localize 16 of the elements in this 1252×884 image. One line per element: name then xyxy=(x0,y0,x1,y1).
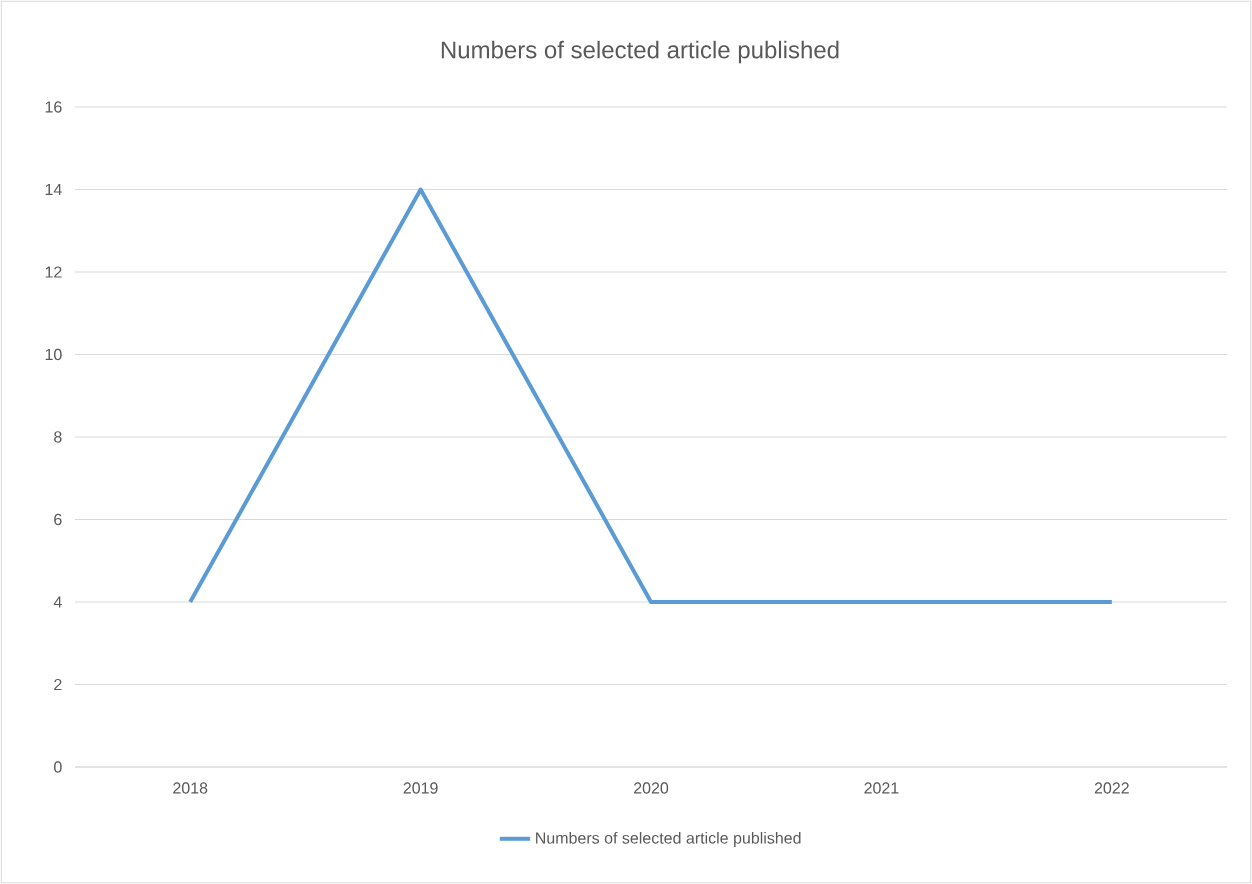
x-tick-label: 2022 xyxy=(1094,782,1129,794)
x-tick-label: 2020 xyxy=(634,782,669,794)
y-tick-label: 16 xyxy=(45,101,62,113)
y-tick-label: 4 xyxy=(53,596,62,608)
y-tick-label: 6 xyxy=(54,513,62,526)
chart-title: Numbers of selected article published xyxy=(441,40,839,64)
y-tick-label: 2 xyxy=(54,678,62,691)
legend-label: Numbers of selected article published xyxy=(536,831,801,847)
y-tick-label: 0 xyxy=(54,761,62,773)
y-tick-label: 12 xyxy=(45,266,62,278)
y-tick-label: 8 xyxy=(54,431,62,443)
y-tick-label: 10 xyxy=(45,348,62,361)
x-tick-label: 2019 xyxy=(403,782,438,794)
x-tick-label: 2021 xyxy=(864,782,899,794)
x-tick-label: 2018 xyxy=(173,782,208,794)
y-tick-label: 14 xyxy=(45,183,62,195)
